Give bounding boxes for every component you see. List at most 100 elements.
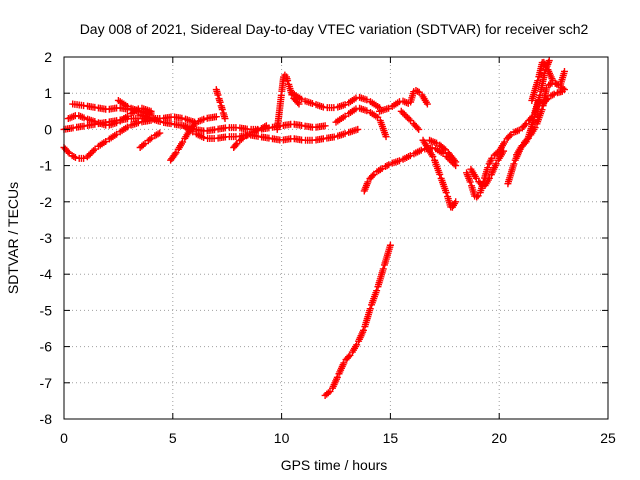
data-point xyxy=(546,80,554,88)
data-point xyxy=(284,77,292,85)
x-tick-label: 15 xyxy=(383,430,399,446)
data-point xyxy=(473,193,481,201)
data-point xyxy=(413,124,421,132)
data-point xyxy=(341,112,349,120)
data-point xyxy=(379,265,387,273)
data-point xyxy=(333,373,341,381)
data-point xyxy=(237,135,245,143)
y-tick-label: -4 xyxy=(40,266,53,282)
data-point xyxy=(395,157,403,165)
data-point xyxy=(397,107,405,115)
data-point xyxy=(246,130,254,138)
y-tick-label: -3 xyxy=(40,230,53,246)
series-track-20 xyxy=(321,241,394,399)
x-axis-label: GPS time / hours xyxy=(281,457,388,473)
data-point xyxy=(70,153,78,161)
data-point xyxy=(77,112,85,120)
data-point xyxy=(190,121,198,129)
data-point xyxy=(466,178,474,186)
data-point xyxy=(399,109,407,117)
axis-ticks: 0 5 10 15 20 25 -8 -7 -6 -5 -4 -3 -2 -1 0 1 2 xyxy=(40,49,616,446)
data-point xyxy=(91,118,99,126)
series-track-11 xyxy=(230,122,270,151)
data-point xyxy=(363,96,371,104)
y-tick-label: 1 xyxy=(44,85,52,101)
data-point xyxy=(543,96,551,104)
data-point xyxy=(139,141,147,149)
data-point xyxy=(558,87,566,95)
data-point xyxy=(366,305,374,313)
series-track-22 xyxy=(467,147,508,190)
data-point xyxy=(232,141,240,149)
data-point xyxy=(123,102,131,110)
data-point xyxy=(538,106,546,114)
data-point xyxy=(102,137,110,145)
data-point xyxy=(560,67,568,75)
data-point xyxy=(452,158,460,166)
data-point xyxy=(417,146,425,154)
data-point xyxy=(123,112,131,120)
data-point xyxy=(429,153,437,161)
y-tick-label: -8 xyxy=(40,411,53,427)
data-point xyxy=(189,128,197,136)
series-track-13 xyxy=(288,89,384,112)
data-point xyxy=(80,114,88,122)
data-point xyxy=(321,122,329,130)
data-point xyxy=(521,121,529,129)
data-point xyxy=(549,91,557,99)
data-point xyxy=(406,152,414,160)
y-axis-label: SDTVAR / TECUs xyxy=(5,182,21,294)
data-point xyxy=(492,160,500,168)
data-point xyxy=(261,123,269,131)
data-point xyxy=(414,87,422,95)
series-track-18 xyxy=(419,136,460,211)
data-point xyxy=(405,115,413,123)
x-tick-label: 25 xyxy=(600,430,616,446)
y-tick-label: -2 xyxy=(40,194,53,210)
data-point xyxy=(244,131,252,139)
series-track-15 xyxy=(376,86,431,115)
series-track-25 xyxy=(513,79,568,159)
data-point xyxy=(382,133,390,141)
data-point xyxy=(450,156,458,164)
data-point xyxy=(221,115,229,123)
data-point xyxy=(308,99,316,107)
x-tick-label: 0 xyxy=(60,430,68,446)
series-track-1 xyxy=(60,116,155,162)
series-track-26 xyxy=(528,58,568,104)
data-point xyxy=(477,180,485,188)
data-point xyxy=(179,138,187,146)
data-point xyxy=(154,130,162,138)
data-point xyxy=(545,57,553,65)
data-point xyxy=(442,189,450,197)
series-track-16 xyxy=(397,107,423,133)
y-tick-label: -1 xyxy=(40,158,53,174)
y-tick-label: -6 xyxy=(40,339,53,355)
data-point xyxy=(345,353,353,361)
data-point xyxy=(85,151,93,159)
data-point xyxy=(113,130,121,138)
series-track-27 xyxy=(539,87,566,108)
data-point xyxy=(510,160,518,168)
data-point xyxy=(198,116,206,124)
data-point xyxy=(542,62,550,70)
data-point xyxy=(440,145,448,153)
data-point xyxy=(403,114,411,122)
data-point xyxy=(531,124,539,132)
data-point xyxy=(295,100,303,108)
x-tick-label: 10 xyxy=(274,430,290,446)
series-track-12 xyxy=(273,71,303,133)
data-point xyxy=(64,148,72,156)
series-track-8 xyxy=(167,113,220,164)
data-point xyxy=(212,113,220,121)
data-point xyxy=(298,95,306,103)
data-point xyxy=(200,115,208,123)
series-track-7 xyxy=(136,129,164,151)
data-point xyxy=(400,110,408,118)
data-point xyxy=(369,172,377,180)
data-point xyxy=(373,287,381,295)
y-tick-label: 2 xyxy=(44,49,52,65)
data-point xyxy=(324,389,332,397)
data-point xyxy=(68,113,76,121)
data-point xyxy=(171,150,179,158)
